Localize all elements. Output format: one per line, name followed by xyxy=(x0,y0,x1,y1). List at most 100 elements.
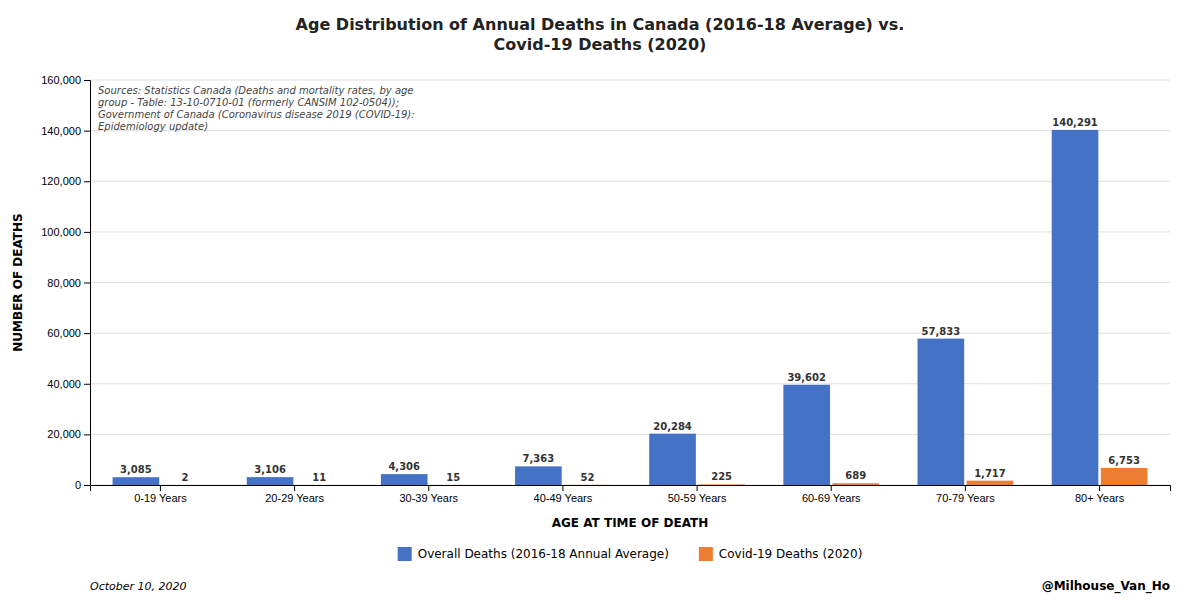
x-tick-mark xyxy=(160,485,161,491)
y-tick-label: 80,000 xyxy=(47,277,81,289)
data-label: 689 xyxy=(845,470,866,481)
x-tick: 80+ Years xyxy=(1075,485,1125,504)
data-label: 3,106 xyxy=(254,464,286,475)
y-tick-mark xyxy=(84,181,90,182)
x-tick-label: 50-59 Years xyxy=(668,492,727,504)
x-tick-mark xyxy=(965,485,966,491)
bar-series xyxy=(113,130,1099,485)
y-tick-label: 60,000 xyxy=(47,327,81,339)
chart-container: 0 20,000 40,000 60,000 80,000 100,000 120,000 1… xyxy=(0,0,1200,600)
x-tick-mark xyxy=(428,485,429,491)
y-tick: 120,000 xyxy=(41,175,90,187)
bar xyxy=(113,477,160,485)
y-tick-label: 120,000 xyxy=(41,175,81,187)
bar xyxy=(247,477,294,485)
date-note: October 10, 2020 xyxy=(90,580,187,593)
bar xyxy=(918,339,965,485)
x-tick: 40-49 Years xyxy=(534,485,593,504)
data-labels: 3,0853,1064,3067,36320,28439,60257,83314… xyxy=(120,117,1140,483)
legend-item: Covid-19 Deaths (2020) xyxy=(699,547,862,561)
data-label: 7,363 xyxy=(523,453,555,464)
grid xyxy=(90,80,1170,485)
legend-item: Overall Deaths (2016-18 Annual Average) xyxy=(398,547,669,561)
x-tick: 60-69 Years xyxy=(802,485,861,504)
bar-series xyxy=(162,468,1148,485)
grid-line xyxy=(90,383,1170,384)
grid-line xyxy=(90,130,1170,131)
y-tick: 0 xyxy=(75,479,90,491)
x-tick: 50-59 Years xyxy=(668,485,727,504)
data-label: 11 xyxy=(312,472,326,483)
x-tick-label: 70-79 Years xyxy=(936,492,995,504)
x-tick-label: 20-29 Years xyxy=(265,492,324,504)
plot-area: 0 20,000 40,000 60,000 80,000 100,000 120,000 1… xyxy=(41,74,1170,504)
y-tick: 20,000 xyxy=(47,428,90,440)
data-label: 3,085 xyxy=(120,464,152,475)
y-tick-mark xyxy=(84,485,90,486)
y-tick: 80,000 xyxy=(47,277,90,289)
legend-label: Overall Deaths (2016-18 Annual Average) xyxy=(418,547,669,561)
grid-line xyxy=(90,434,1170,435)
y-tick-mark xyxy=(84,434,90,435)
bar xyxy=(430,484,477,485)
grid-line xyxy=(90,282,1170,283)
x-axis-title: AGE AT TIME OF DEATH xyxy=(552,516,709,530)
bar xyxy=(162,484,209,485)
y-tick-mark xyxy=(84,131,90,132)
x-tick-label: 30-39 Years xyxy=(399,492,458,504)
x-tick-mark xyxy=(562,485,563,491)
x-tick: 30-39 Years xyxy=(399,485,458,504)
y-tick-label: 20,000 xyxy=(47,428,81,440)
grid-line xyxy=(90,80,1170,81)
y-tick: 40,000 xyxy=(47,378,90,390)
x-tick-label: 60-69 Years xyxy=(802,492,861,504)
title: Age Distribution of Annual Deaths in Can… xyxy=(296,15,905,54)
data-label: 57,833 xyxy=(922,326,961,337)
bar xyxy=(564,484,611,485)
source-note-line: Epidemiology update) xyxy=(98,121,208,132)
y-tick-label: 100,000 xyxy=(41,226,81,238)
y-tick-mark xyxy=(84,333,90,334)
legend-swatch xyxy=(398,547,412,561)
x-axis: 0-19 Years 20-29 Years 30-39 Years 40-49 Ye… xyxy=(91,485,1171,504)
bar xyxy=(296,484,343,485)
title-line: Age Distribution of Annual Deaths in Can… xyxy=(296,15,905,34)
y-axis-title: NUMBER OF DEATHS xyxy=(11,213,25,351)
y-tick-mark xyxy=(84,283,90,284)
bar xyxy=(649,434,696,485)
data-label: 15 xyxy=(446,472,460,483)
y-tick-mark xyxy=(84,80,90,81)
data-label: 2 xyxy=(181,472,188,483)
watermark: @Milhouse_Van_Ho xyxy=(1042,579,1170,594)
y-tick: 100,000 xyxy=(41,226,90,238)
x-tick-label: 0-19 Years xyxy=(134,492,187,504)
y-tick-label: 160,000 xyxy=(41,74,81,86)
data-label: 6,753 xyxy=(1108,455,1140,466)
x-tick: 0-19 Years xyxy=(134,485,187,504)
grid-line xyxy=(90,231,1170,232)
y-tick: 160,000 xyxy=(41,74,90,86)
x-tick-mark xyxy=(831,485,832,491)
x-tick-mark xyxy=(697,485,698,491)
y-tick: 60,000 xyxy=(47,327,90,339)
title-line: Covid-19 Deaths (2020) xyxy=(494,35,707,54)
bar xyxy=(967,481,1014,485)
bar xyxy=(381,474,428,485)
x-axis-line xyxy=(91,486,1171,492)
data-label: 39,602 xyxy=(787,372,826,383)
y-tick-label: 140,000 xyxy=(41,125,81,137)
y-tick: 140,000 xyxy=(41,125,90,137)
bar xyxy=(1101,468,1148,485)
bars xyxy=(113,130,1148,485)
bar xyxy=(515,466,562,485)
y-tick-label: 0 xyxy=(75,479,81,491)
grid-line xyxy=(90,181,1170,182)
legend-swatch xyxy=(699,547,713,561)
legend: Overall Deaths (2016-18 Annual Average) C… xyxy=(398,547,863,561)
y-axis: 0 20,000 40,000 60,000 80,000 100,000 120,000 1… xyxy=(41,74,90,491)
x-tick-label: 40-49 Years xyxy=(534,492,593,504)
chart-svg: 0 20,000 40,000 60,000 80,000 100,000 120,000 1… xyxy=(0,0,1200,600)
bar xyxy=(1052,130,1099,485)
x-tick: 20-29 Years xyxy=(265,485,324,504)
x-tick-mark xyxy=(294,485,295,491)
